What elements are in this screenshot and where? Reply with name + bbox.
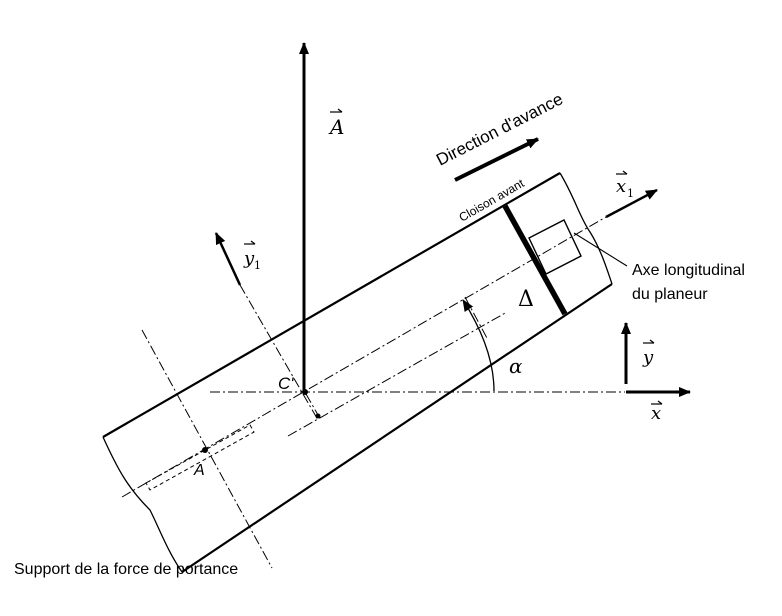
label-y: y [642,347,654,368]
alpha-arc [462,299,495,392]
point-C-dot [302,389,308,395]
vectors [214,42,691,397]
construction-lines [121,216,625,569]
label-point-C: C' [278,374,294,393]
label-alpha: α [509,354,523,378]
label-delta: Δ [518,287,534,312]
fuselage-top-edge [102,172,561,438]
label-x1-sub: 1 [627,187,634,200]
points [202,389,321,453]
fuselage-right-break [559,172,613,285]
fuselage-bottom-edge [181,283,613,573]
label-x: x [651,403,661,424]
labels: A y 1 x 1 y x C' A Δ α Direction d'avanc… [14,89,745,578]
label-axe-line1: Axe longitudinal [632,262,745,279]
secondary-dot [315,413,321,419]
direction-arrow [454,137,539,182]
point-A-dot [202,447,208,453]
overbar-y [643,339,655,344]
vector-x1 [605,188,658,219]
label-x1: x [616,176,626,197]
label-support: Support de la force de portance [14,561,238,578]
axe-leader-line [573,232,628,267]
label-point-A: A [193,462,205,479]
fuselage [102,172,613,573]
vector-y1 [214,232,242,286]
overbar-x [651,400,663,405]
perpendicular-axis-y1 [239,284,319,421]
offset-axis-line [287,311,508,437]
wing-spar-outline [145,424,255,491]
axe-box [528,219,582,275]
label-axe-line2: du planeur [632,286,708,303]
vector-overbars [244,108,663,405]
overbar-y1 [244,240,256,245]
c-prime-connector [305,393,319,416]
fuselage-left-break [102,436,183,573]
front-bulkhead [502,204,568,316]
label-force-A: A [328,115,344,139]
label-cloison: Cloison avant [457,176,528,225]
label-y1-sub: 1 [254,259,261,272]
overbar-A [330,108,343,113]
label-y1: y [243,248,255,269]
overbar-x1 [616,170,628,175]
front-bulkhead-group [502,204,582,316]
